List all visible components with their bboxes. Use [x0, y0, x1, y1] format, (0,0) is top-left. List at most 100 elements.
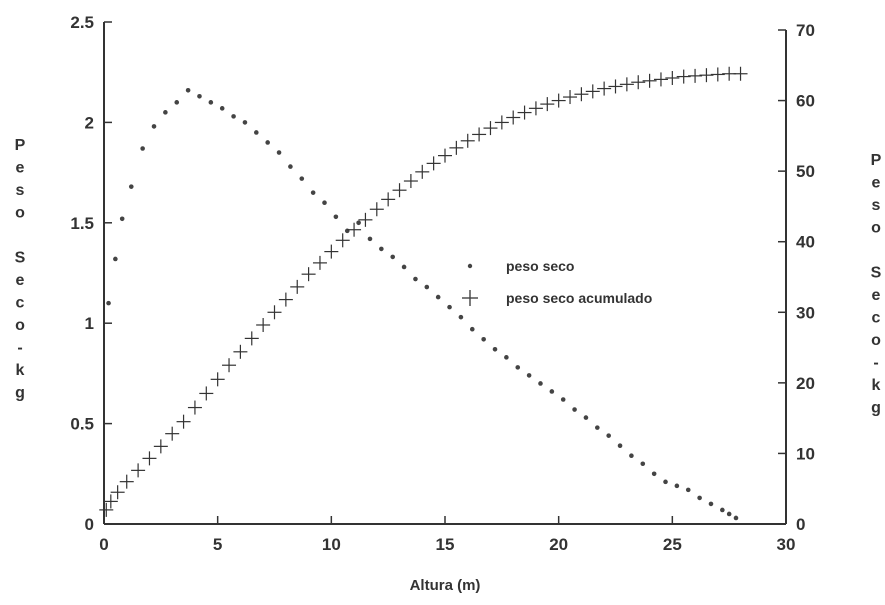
data-point-peso-seco-acumulado: [449, 140, 464, 155]
x-tick-label: 0: [99, 535, 108, 554]
data-point-peso-seco-acumulado: [392, 183, 407, 198]
data-point-peso-seco-acumulado: [153, 439, 168, 454]
left-y-tick-label: 2.5: [70, 13, 94, 32]
data-point-peso-seco-acumulado: [165, 426, 180, 441]
data-point-peso-seco-acumulado: [472, 127, 487, 142]
x-tick-label: 10: [322, 535, 341, 554]
x-tick-label: 15: [436, 535, 455, 554]
data-point-peso-seco: [560, 397, 566, 402]
legend-label-peso-seco-acumulado: peso seco acumulado: [506, 290, 652, 306]
data-point-peso-seco-acumulado: [665, 70, 680, 85]
data-point-peso-seco-acumulado: [733, 66, 748, 81]
right-y-tick-label: 50: [796, 162, 815, 181]
data-point-peso-seco: [697, 495, 702, 501]
data-point-peso-seco: [299, 176, 305, 181]
data-point-peso-seco: [583, 415, 589, 420]
data-point-peso-seco-acumulado: [324, 244, 339, 259]
data-point-peso-seco: [685, 487, 691, 493]
right-y-tick-label: 30: [796, 303, 815, 322]
data-point-peso-seco-acumulado: [483, 121, 498, 136]
data-point-peso-seco-acumulado: [460, 133, 475, 148]
data-point-peso-seco: [651, 471, 657, 477]
data-point-peso-seco-acumulado: [335, 233, 350, 248]
right-y-tick-label: 10: [796, 444, 815, 463]
right-y-tick-label: 60: [796, 92, 815, 111]
data-point-peso-seco-acumulado: [256, 317, 271, 332]
data-point-peso-seco: [231, 114, 236, 119]
data-point-peso-seco: [720, 507, 725, 513]
data-point-peso-seco: [492, 347, 498, 352]
data-point-peso-seco-acumulado: [688, 68, 703, 83]
data-point-peso-seco: [367, 236, 373, 242]
x-axis-title: Altura (m): [410, 577, 481, 594]
data-point-peso-seco-acumulado: [381, 192, 396, 207]
data-point-peso-seco-acumulado: [699, 68, 714, 83]
data-point-peso-seco-acumulado: [540, 97, 555, 112]
data-point-peso-seco-acumulado: [301, 267, 316, 282]
data-point-peso-seco: [726, 511, 732, 517]
data-point-peso-seco-acumulado: [131, 463, 146, 478]
data-point-peso-seco-acumulado: [358, 212, 373, 227]
data-point-peso-seco-acumulado: [653, 72, 668, 87]
data-point-peso-seco: [447, 304, 452, 310]
data-point-peso-seco: [151, 124, 157, 129]
data-point-peso-seco-acumulado: [563, 90, 578, 105]
data-point-peso-seco: [481, 336, 486, 342]
data-point-peso-seco-acumulado: [710, 67, 725, 82]
data-point-peso-seco: [401, 264, 407, 270]
data-point-peso-seco: [538, 381, 543, 386]
data-point-peso-seco-acumulado: [233, 344, 248, 359]
data-point-peso-seco-acumulado: [494, 115, 509, 130]
data-point-peso-seco-acumulado: [517, 105, 532, 120]
data-point-peso-seco-acumulado: [426, 156, 441, 171]
data-point-peso-seco: [208, 100, 214, 105]
right-y-tick-label: 0: [796, 515, 805, 534]
data-point-peso-seco: [242, 120, 248, 125]
data-point-peso-seco: [733, 515, 739, 521]
data-point-peso-seco-acumulado: [199, 386, 214, 401]
data-point-peso-seco-acumulado: [244, 331, 259, 346]
data-point-peso-seco: [197, 93, 202, 99]
data-point-peso-seco: [629, 453, 634, 459]
data-point-peso-seco: [640, 461, 646, 467]
data-point-peso-seco-acumulado: [210, 372, 225, 387]
data-point-peso-seco: [379, 246, 384, 252]
data-point-peso-seco-acumulado: [290, 279, 305, 294]
data-point-peso-seco: [606, 433, 611, 438]
data-point-peso-seco: [549, 389, 555, 394]
left-y-tick-label: 1: [85, 314, 94, 333]
data-point-peso-seco-acumulado: [585, 84, 600, 99]
data-point-peso-seco-acumulado: [119, 474, 134, 489]
data-point-peso-seco-acumulado: [551, 93, 566, 108]
data-point-peso-seco-acumulado: [222, 358, 237, 373]
data-point-peso-seco: [458, 314, 464, 320]
left-y-tick-label: 2: [85, 113, 94, 132]
data-point-peso-seco-acumulado: [528, 101, 543, 116]
data-point-peso-seco: [424, 284, 430, 290]
data-point-peso-seco: [276, 150, 282, 155]
data-point-peso-seco: [504, 355, 509, 360]
data-point-peso-seco: [140, 146, 145, 151]
data-point-peso-seco-acumulado: [608, 79, 623, 94]
data-point-peso-seco-acumulado: [267, 305, 282, 320]
data-point-peso-seco: [674, 483, 680, 489]
right-y-tick-label: 20: [796, 374, 815, 393]
data-point-peso-seco-acumulado: [403, 174, 418, 189]
data-point-peso-seco: [617, 443, 623, 448]
data-point-peso-seco-acumulado: [415, 164, 430, 179]
legend-marker-dot: [467, 263, 473, 269]
data-point-peso-seco: [322, 200, 327, 206]
data-point-peso-seco: [265, 140, 270, 145]
x-tick-label: 20: [549, 535, 568, 554]
data-point-peso-seco-acumulado: [506, 110, 521, 125]
data-point-peso-seco-acumulado: [631, 75, 646, 90]
data-point-peso-seco: [526, 373, 532, 378]
right-y-tick-label: 40: [796, 233, 815, 252]
data-point-peso-seco-acumulado: [187, 400, 202, 415]
data-point-peso-seco-acumulado: [574, 87, 589, 102]
data-point-peso-seco-acumulado: [312, 255, 327, 270]
series-peso-seco: [106, 87, 739, 521]
